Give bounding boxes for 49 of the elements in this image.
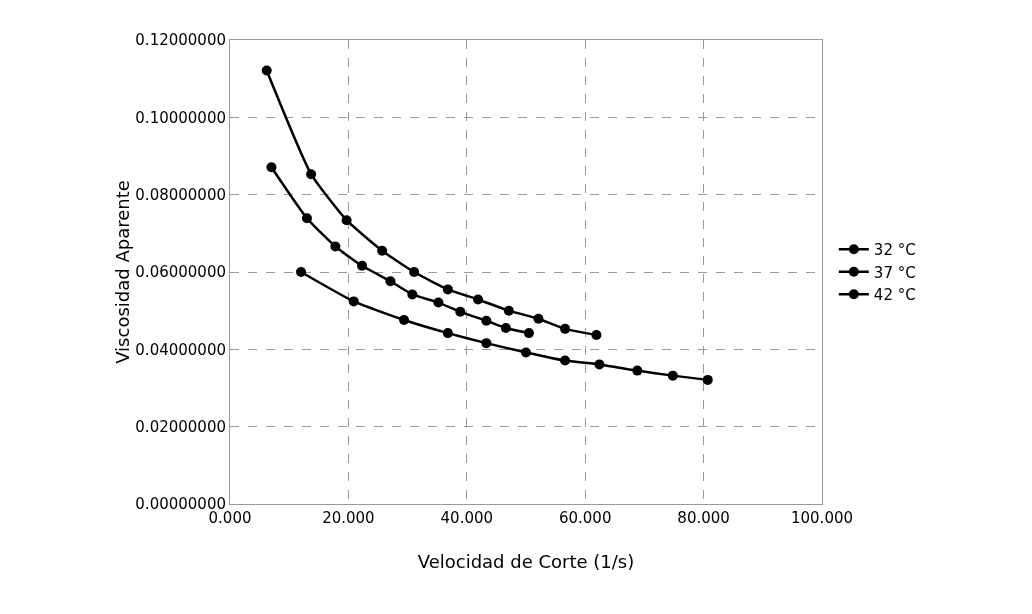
point (377, 245, 388, 256)
point (261, 65, 272, 76)
point (409, 267, 420, 277)
point (433, 297, 444, 308)
legend-label: 37 °C (873, 263, 916, 282)
legend-label: 32 °C (873, 241, 916, 260)
point (523, 328, 534, 339)
point (442, 328, 453, 339)
point (560, 355, 571, 366)
y-tick-label: 0.02000000 (135, 417, 226, 436)
point (560, 323, 571, 334)
point (341, 215, 352, 226)
point (473, 294, 484, 305)
point (399, 314, 410, 325)
point (632, 365, 643, 376)
point (503, 305, 514, 316)
point (481, 315, 492, 326)
x-tick-label: 60.000 (558, 509, 612, 527)
x-tick-label: 20.000 (322, 509, 375, 527)
point (481, 338, 492, 349)
y-tick-label: 0.10000000 (135, 108, 226, 127)
point (442, 284, 453, 295)
y-tick-label: 0.04000000 (135, 340, 226, 359)
point (330, 241, 341, 252)
x-tick-label: 100.000 (790, 509, 854, 527)
x-tick-label: 80.000 (677, 509, 730, 527)
point (702, 374, 713, 385)
point (594, 359, 605, 370)
point (591, 330, 602, 341)
point (306, 169, 317, 180)
point (533, 313, 544, 324)
point (357, 260, 368, 271)
y-tick-label: 0.06000000 (135, 263, 226, 282)
point (296, 267, 307, 277)
point (385, 276, 396, 287)
y-axis-title: Viscosidad Aparente (112, 180, 134, 364)
point (455, 306, 466, 317)
y-tick-label: 0.08000000 (135, 185, 226, 204)
legend-label: 42 °C (873, 286, 916, 305)
y-tick-label: 0.12000000 (135, 31, 226, 50)
point (407, 289, 418, 300)
point (500, 323, 511, 334)
point (348, 296, 359, 307)
point (667, 370, 678, 381)
point (521, 347, 531, 358)
point (266, 162, 277, 173)
x-axis-title: Velocidad de Corte (1/s) (417, 551, 635, 572)
x-tick-label: 40.000 (440, 509, 494, 527)
point (301, 213, 312, 224)
